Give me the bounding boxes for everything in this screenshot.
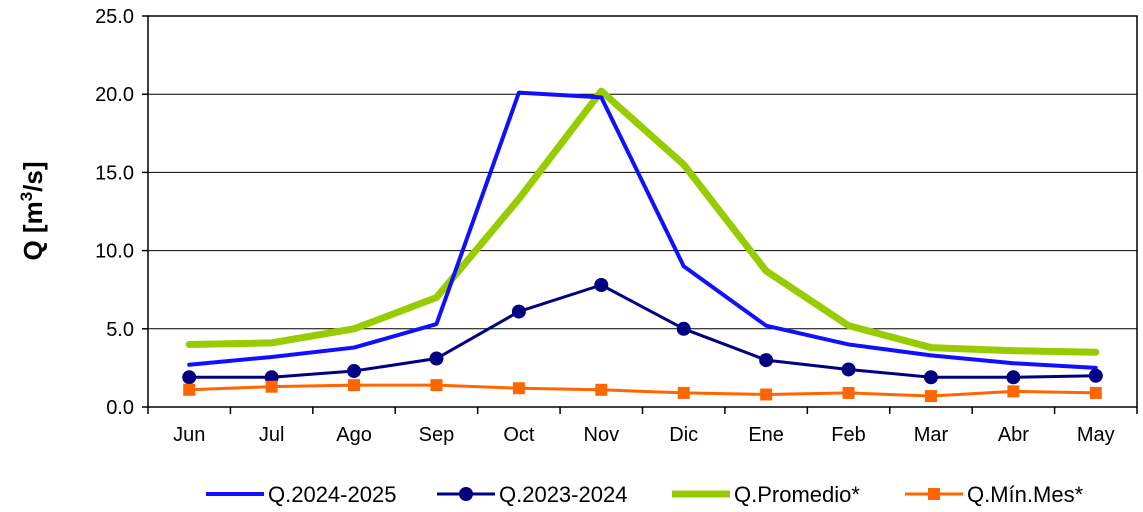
data-point: [595, 383, 608, 396]
y-axis-ticks: 0.0 5.0 10.0 15.0 20.0 25.0: [95, 6, 148, 419]
x-tick-label: May: [1077, 424, 1115, 446]
x-tick-label: Mar: [914, 424, 949, 446]
x-tick-label: Oct: [503, 424, 535, 446]
y-tick-label: 0.0: [106, 397, 134, 419]
data-point: [924, 390, 937, 403]
x-tick-label: Feb: [831, 424, 865, 446]
legend-marker: [459, 487, 473, 501]
legend-item-3: Q.Mín.Mes*: [905, 482, 1084, 507]
y-tick-label: 10.0: [95, 241, 134, 263]
x-tick-label: Abr: [998, 424, 1029, 446]
legend-label: Q.Promedio*: [734, 482, 860, 507]
x-tick-label: Ago: [336, 424, 372, 446]
series-line: [187, 283, 1098, 379]
x-tick-label: Sep: [419, 424, 455, 446]
data-point: [430, 379, 443, 392]
data-point: [512, 382, 525, 395]
data-point: [1089, 386, 1102, 399]
data-point: [348, 379, 361, 392]
legend-item-2: Q.Promedio*: [672, 482, 860, 507]
legend-label: Q.2023-2024: [499, 482, 627, 507]
data-point: [347, 364, 362, 379]
data-point: [511, 304, 526, 319]
data-point: [759, 353, 774, 368]
data-point: [265, 380, 278, 393]
legend-item-0: Q.2024-2025: [206, 482, 396, 507]
x-tick-label: Dic: [669, 424, 698, 446]
series-0: [187, 90, 1098, 370]
x-tick-label: Ene: [748, 424, 784, 446]
grid-lines: [148, 93, 1137, 330]
data-point: [676, 321, 691, 336]
series-line: [187, 90, 1098, 370]
legend: Q.2024-2025 Q.2023-2024 Q.Promedio* Q.Mín.M…: [206, 482, 1084, 507]
x-tick-label: Nov: [584, 424, 620, 446]
x-tick-label: Jun: [173, 424, 205, 446]
legend-item-1: Q.2023-2024: [437, 482, 627, 507]
y-tick-label: 15.0: [95, 162, 134, 184]
series-1: [182, 278, 1103, 385]
data-point: [429, 351, 444, 366]
y-tick-label: 25.0: [95, 6, 134, 28]
x-axis-ticks: Jun Jul Ago Sep Oct Nov Dic Ene Feb Mar Abr May: [147, 407, 1138, 446]
data-point: [1007, 385, 1020, 398]
data-point: [183, 383, 196, 396]
y-tick-label: 5.0: [106, 319, 134, 341]
data-point: [1088, 368, 1103, 383]
legend-label: Q.Mín.Mes*: [967, 482, 1084, 507]
series-2: [185, 87, 1100, 356]
data-point: [842, 386, 855, 399]
legend-label: Q.2024-2025: [268, 482, 396, 507]
data-point: [841, 362, 856, 377]
y-axis-title: Q [m3/s]: [17, 161, 48, 260]
legend-marker: [928, 488, 940, 500]
series-line: [185, 87, 1100, 356]
data-point: [1006, 370, 1021, 385]
data-point: [594, 278, 609, 293]
data-point: [923, 370, 938, 385]
data-point: [182, 370, 197, 385]
series-lines: [182, 87, 1103, 403]
data-point: [677, 386, 690, 399]
y-tick-label: 20.0: [95, 84, 134, 106]
data-point: [760, 388, 773, 401]
series-line: [187, 383, 1098, 398]
series-3: [183, 379, 1102, 403]
x-tick-label: Jul: [259, 424, 285, 446]
